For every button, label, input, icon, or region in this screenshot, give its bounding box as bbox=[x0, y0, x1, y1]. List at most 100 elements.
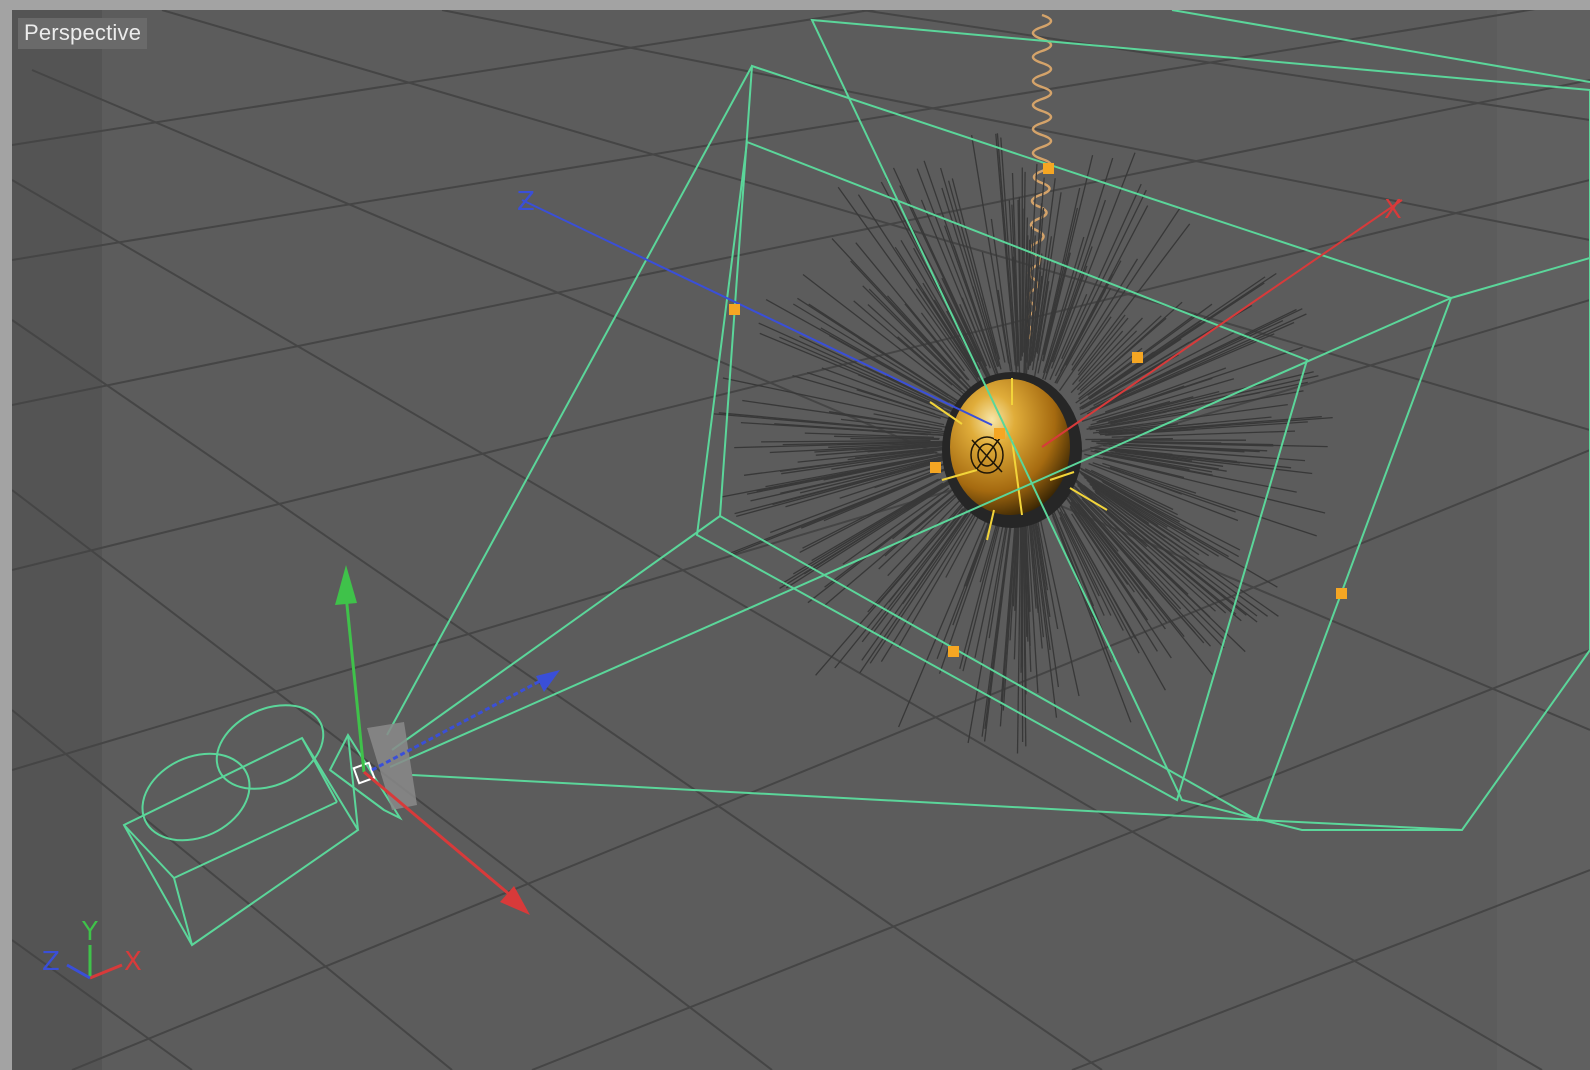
hair-fibre bbox=[898, 517, 988, 728]
viewport-left-band bbox=[12, 10, 102, 1070]
frustum-handles[interactable] bbox=[729, 163, 1347, 657]
hair-fibre bbox=[1105, 429, 1195, 436]
hair-fibre bbox=[785, 462, 936, 508]
hair-fibre bbox=[1103, 360, 1165, 398]
hair-fibre bbox=[916, 168, 999, 381]
hair-fibre bbox=[1030, 521, 1045, 638]
camera-frustum[interactable] bbox=[386, 10, 1590, 831]
hair-fibre bbox=[1087, 303, 1213, 396]
hair-fibre bbox=[837, 186, 982, 387]
hair-fibre bbox=[862, 285, 972, 394]
hair-fibre bbox=[959, 518, 1001, 669]
hair-fibre bbox=[1081, 473, 1168, 528]
hair-fibre bbox=[847, 446, 960, 461]
hair-fibre bbox=[1089, 412, 1188, 431]
hair-fibre bbox=[779, 475, 961, 589]
hair-fibre bbox=[743, 449, 938, 476]
hair-fibre bbox=[1032, 178, 1056, 359]
hair-fibre bbox=[1031, 275, 1043, 361]
hair-fibre bbox=[1086, 390, 1304, 430]
hair-fibre bbox=[1041, 154, 1094, 362]
light-bulb-icon[interactable] bbox=[929, 378, 1108, 541]
hair-fibre bbox=[1096, 396, 1194, 423]
hair-fibre bbox=[1090, 371, 1314, 426]
hair-fibre bbox=[864, 366, 957, 412]
hair-fibre bbox=[1057, 498, 1137, 640]
hair-fibre bbox=[1078, 330, 1124, 382]
hair-fibre bbox=[1090, 469, 1174, 511]
hair-fibre bbox=[1092, 485, 1166, 539]
hair-fibre bbox=[1080, 489, 1216, 612]
hair-fibre bbox=[834, 480, 949, 550]
perspective-viewport[interactable]: Z X bbox=[12, 10, 1590, 1070]
viewport-title[interactable]: Perspective bbox=[18, 18, 148, 49]
hair-fibre bbox=[1030, 508, 1058, 718]
hair-fibre bbox=[799, 478, 942, 553]
hair-fibre bbox=[850, 260, 961, 380]
hair-fibre bbox=[1042, 236, 1085, 373]
hair-fibre bbox=[799, 454, 957, 494]
hair-fibre bbox=[1074, 486, 1183, 591]
hair-fibre bbox=[939, 167, 1000, 367]
frustum-handle[interactable] bbox=[729, 304, 740, 315]
hair-fibre bbox=[1025, 528, 1030, 613]
hair-fibre bbox=[868, 288, 976, 397]
hair-fibre bbox=[1036, 525, 1048, 586]
hair-fibre bbox=[933, 299, 977, 371]
hair-fibre bbox=[1070, 501, 1166, 630]
hair-fibre bbox=[1008, 200, 1019, 367]
hair-fibre bbox=[1071, 490, 1182, 610]
hair-fibre bbox=[981, 251, 1006, 363]
hair-fibre bbox=[1033, 290, 1051, 380]
hair-fibre bbox=[1000, 137, 1018, 371]
hair-sphere-object[interactable] bbox=[942, 372, 1082, 528]
hair-fibre bbox=[1023, 239, 1031, 378]
hair-fibre bbox=[720, 452, 952, 498]
hair-fibre bbox=[873, 413, 951, 429]
hair-fibre bbox=[853, 300, 953, 386]
hair-fibre bbox=[1065, 492, 1168, 623]
hair-fibre bbox=[769, 442, 952, 454]
hair-fibre bbox=[781, 451, 935, 475]
hair-fibre bbox=[1042, 252, 1071, 362]
hair-fibre bbox=[802, 478, 939, 549]
hair-fibre bbox=[792, 374, 941, 419]
hair-fibre bbox=[840, 418, 948, 433]
sphere-axis-gizmo[interactable]: Z X bbox=[517, 187, 1403, 448]
hair-fibre bbox=[867, 304, 974, 400]
hair-fibre bbox=[859, 512, 969, 674]
frustum-handle[interactable] bbox=[930, 462, 941, 473]
hair-fibre bbox=[999, 500, 1018, 727]
hair-fibre bbox=[888, 508, 964, 603]
camera-axis-gizmo[interactable] bbox=[335, 565, 560, 915]
hair-fibre bbox=[1077, 470, 1278, 588]
hair-fibre bbox=[1109, 466, 1317, 537]
frustum-handle[interactable] bbox=[948, 646, 959, 657]
hair-fibre bbox=[1071, 513, 1158, 652]
frustum-handle[interactable] bbox=[1132, 352, 1143, 363]
camera-pivot-handle[interactable] bbox=[352, 761, 376, 785]
hair-fibre bbox=[1071, 258, 1139, 366]
frustum-handle[interactable] bbox=[1336, 588, 1347, 599]
hair-fibre bbox=[1009, 517, 1018, 641]
camera-icon[interactable] bbox=[122, 689, 403, 947]
hair-fibre bbox=[1045, 157, 1114, 368]
hair-fibre bbox=[1028, 507, 1043, 649]
hair-fibre bbox=[1044, 246, 1093, 381]
hair-fibre bbox=[1068, 494, 1213, 675]
hair-fibre bbox=[1069, 484, 1149, 565]
hair-fibre bbox=[1105, 416, 1272, 434]
hair-fibre bbox=[1088, 282, 1265, 400]
hair-fibre bbox=[806, 371, 936, 415]
viewport-canvas[interactable]: Z X bbox=[12, 10, 1590, 1070]
hair-fibre bbox=[1077, 317, 1167, 396]
hair-fibre bbox=[1058, 505, 1124, 631]
hair-fibre bbox=[1016, 517, 1022, 754]
frustum-handle[interactable] bbox=[1043, 163, 1054, 174]
hair-fibre bbox=[1022, 513, 1027, 695]
hair-fibre bbox=[1088, 480, 1181, 542]
frustum-handle[interactable] bbox=[994, 428, 1005, 439]
hair-fibre bbox=[1097, 452, 1297, 493]
hair-fibres[interactable] bbox=[713, 133, 1333, 754]
spring-object[interactable] bbox=[1025, 13, 1053, 340]
